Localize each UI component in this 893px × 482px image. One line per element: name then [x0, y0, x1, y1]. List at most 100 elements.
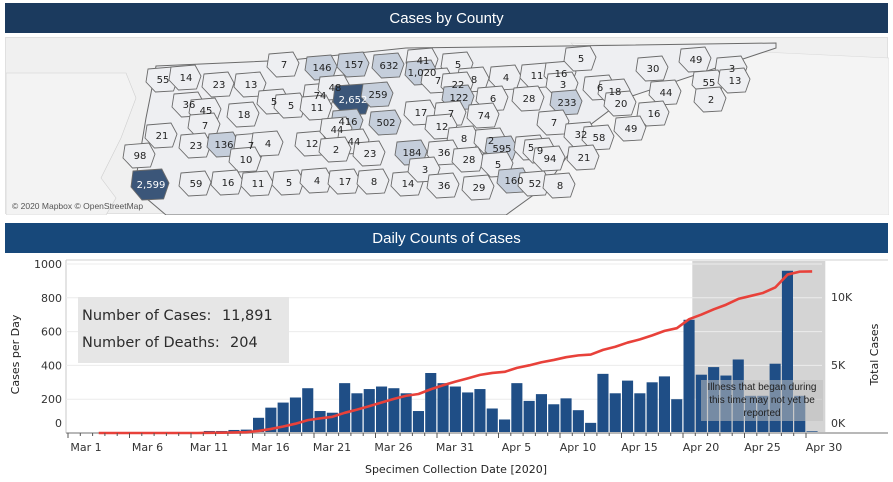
- county-shape[interactable]: [461, 174, 495, 201]
- county-shape[interactable]: [360, 81, 394, 108]
- county-shape[interactable]: [327, 168, 361, 195]
- daily-cases-bar[interactable]: [499, 419, 511, 433]
- county-case-label: 10: [240, 155, 253, 166]
- daily-cases-bar[interactable]: [314, 411, 326, 433]
- county-shape[interactable]: [356, 168, 390, 195]
- daily-cases-chart[interactable]: Mar 1 Mar 6 Mar 11 Mar 16 Mar 21 Mar 26 Mar 31…: [0, 256, 893, 482]
- county-shape[interactable]: [352, 140, 386, 167]
- county-shape[interactable]: [318, 136, 352, 163]
- county-shape[interactable]: [693, 86, 727, 113]
- daily-cases-bar[interactable]: [462, 392, 474, 433]
- daily-cases-bar[interactable]: [634, 393, 646, 433]
- county-case-label: 29: [473, 183, 486, 194]
- daily-cases-bar[interactable]: [265, 407, 277, 433]
- county-shape[interactable]: [517, 170, 551, 197]
- daily-cases-bar[interactable]: [572, 410, 584, 433]
- county-shape[interactable]: [178, 132, 212, 159]
- county-shape[interactable]: [371, 52, 405, 79]
- county-shape[interactable]: [426, 172, 460, 199]
- county-shape[interactable]: [144, 122, 178, 149]
- county-case-label: 122: [449, 93, 468, 104]
- daily-cases-bar[interactable]: [277, 402, 289, 433]
- county-case-label: 49: [690, 55, 703, 66]
- county-shape[interactable]: [466, 102, 500, 129]
- daily-cases-bar[interactable]: [437, 383, 449, 433]
- county-shape[interactable]: [532, 145, 566, 172]
- daily-cases-bar[interactable]: [781, 270, 793, 433]
- daily-cases-bar[interactable]: [609, 393, 621, 433]
- daily-cases-bar[interactable]: [425, 373, 437, 433]
- county-shape[interactable]: [226, 101, 260, 128]
- daily-cases-bar[interactable]: [523, 400, 535, 433]
- county-shape[interactable]: [240, 170, 274, 197]
- county-shape[interactable]: [168, 64, 202, 91]
- county-shape[interactable]: [549, 89, 583, 116]
- county-case-label: 7: [448, 109, 454, 120]
- county-shape[interactable]: [368, 109, 402, 136]
- county-shape[interactable]: [635, 55, 669, 82]
- county-case-label: 30: [647, 64, 660, 75]
- daily-cases-bar[interactable]: [646, 382, 658, 433]
- county-case-label: 8: [471, 75, 477, 86]
- cases-stat: Number of Cases: 11,891: [82, 303, 289, 330]
- county-shape[interactable]: [273, 92, 307, 119]
- daily-cases-bar[interactable]: [585, 422, 597, 433]
- daily-cases-bar[interactable]: [474, 389, 486, 433]
- daily-cases-bar[interactable]: [548, 404, 560, 433]
- daily-cases-bar[interactable]: [326, 412, 338, 433]
- county-case-label: 32: [575, 130, 588, 141]
- daily-cases-bar[interactable]: [376, 386, 388, 433]
- daily-cases-bar[interactable]: [412, 411, 424, 433]
- daily-cases-bar[interactable]: [622, 380, 634, 433]
- daily-cases-bar[interactable]: [339, 383, 351, 433]
- county-shape[interactable]: [271, 169, 305, 196]
- total-cases-line[interactable]: [98, 270, 813, 435]
- daily-cases-bar[interactable]: [511, 383, 523, 433]
- daily-cases-bar[interactable]: [535, 394, 547, 433]
- county-shape[interactable]: [566, 144, 600, 171]
- county-shape[interactable]: [266, 51, 300, 78]
- county-shape[interactable]: [228, 146, 262, 173]
- county-shape[interactable]: [648, 79, 682, 106]
- daily-cases-bar[interactable]: [449, 386, 461, 433]
- county-shape[interactable]: [336, 51, 370, 78]
- county-shape[interactable]: [717, 67, 751, 94]
- county-shape[interactable]: [122, 142, 156, 169]
- county-shape[interactable]: [250, 130, 284, 157]
- daily-cases-bar[interactable]: [597, 373, 609, 433]
- map-attribution[interactable]: © 2020 Mapbox © OpenStreetMap: [12, 201, 144, 211]
- daily-cases-bar[interactable]: [671, 399, 683, 433]
- county-shape[interactable]: [542, 172, 576, 199]
- county-shape[interactable]: [563, 45, 597, 72]
- daily-cases-bar[interactable]: [253, 417, 265, 433]
- county-shape[interactable]: [613, 115, 647, 142]
- county-shape[interactable]: [299, 167, 333, 194]
- county-shape[interactable]: [603, 90, 637, 117]
- daily-cases-bar[interactable]: [289, 397, 301, 433]
- daily-cases-bar[interactable]: [388, 388, 400, 433]
- daily-cases-bar[interactable]: [658, 376, 670, 433]
- county-case-label: 28: [463, 155, 476, 166]
- daily-cases-bar[interactable]: [560, 398, 572, 433]
- daily-cases-bar[interactable]: [302, 388, 314, 433]
- county-case-label: 2,652: [339, 95, 368, 106]
- daily-cases-bar[interactable]: [351, 393, 363, 433]
- county-case-label: 16: [222, 178, 235, 189]
- county-shape[interactable]: [451, 146, 485, 173]
- county-shape[interactable]: [581, 124, 615, 151]
- county-case-label: 3: [729, 64, 735, 75]
- daily-cases-bar[interactable]: [363, 389, 375, 433]
- county-shape[interactable]: [178, 170, 212, 197]
- county-case-label: 48: [329, 83, 342, 94]
- county-shape[interactable]: [201, 71, 235, 98]
- daily-cases-bar[interactable]: [486, 408, 498, 433]
- county-map[interactable]: 55 14 23 13 7 146 157 632 41 1,020 5 8 4 11 16 5 30 49 3 36…: [5, 37, 889, 215]
- daily-cases-bar[interactable]: [683, 319, 695, 433]
- daily-cases-bar[interactable]: [400, 393, 412, 433]
- county-shape[interactable]: [511, 85, 545, 112]
- county-shape[interactable]: [210, 169, 244, 196]
- county-shape[interactable]: [130, 168, 170, 201]
- county-case-label: 7: [248, 141, 254, 152]
- county-case-label: 16: [555, 69, 568, 80]
